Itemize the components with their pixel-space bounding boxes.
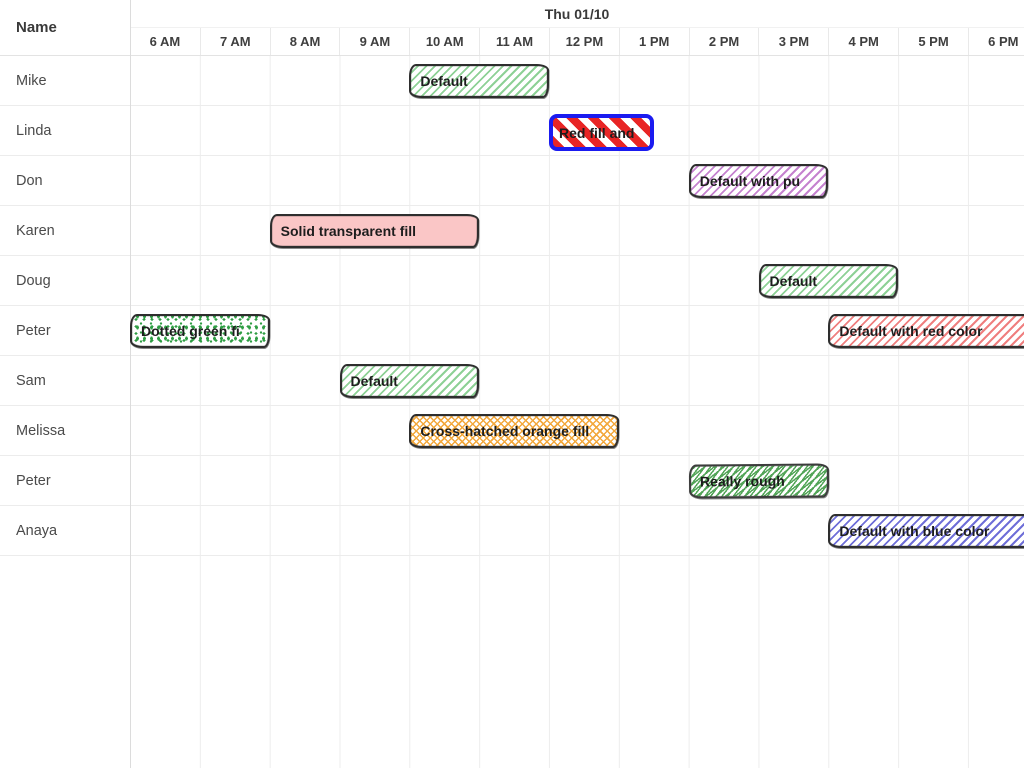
- scheduler-header: Name Thu 01/10 6 AM 7 AM 8 AM 9 AM 10 AM 11 A…: [0, 0, 1024, 56]
- timeline-lane[interactable]: [130, 206, 1024, 255]
- resource-row: Linda: [0, 106, 1024, 156]
- resource-name[interactable]: Peter: [16, 322, 51, 339]
- event-bar[interactable]: Really rough: [688, 463, 829, 499]
- resource-row: Doug: [0, 256, 1024, 306]
- day-label: Thu 01/10: [544, 5, 610, 22]
- event-bar[interactable]: Default: [758, 264, 899, 298]
- resource-row: Mike: [0, 56, 1024, 106]
- event-bar[interactable]: Dotted green fi: [130, 314, 270, 348]
- resource-row: Don: [0, 156, 1024, 206]
- scheduler-body: Mike Linda Don Karen Doug Peter Sam Melissa Pete…: [0, 56, 1024, 768]
- rows: Mike Linda Don Karen Doug Peter Sam Melissa Pete…: [0, 56, 1024, 556]
- timeline-lane[interactable]: [130, 156, 1024, 205]
- timeline-lane[interactable]: [130, 56, 1024, 105]
- event-label: Default with blue color: [839, 523, 990, 539]
- name-column-header: Name: [0, 0, 130, 56]
- resource-name[interactable]: Karen: [16, 222, 55, 239]
- event-label: Default with pu: [699, 173, 801, 189]
- event-bar[interactable]: Solid transparent fill: [269, 214, 480, 248]
- hour-label-3pm: 3 PM: [758, 28, 828, 55]
- resource-row: Peter: [0, 456, 1024, 506]
- hour-label-11am: 11 AM: [479, 28, 549, 55]
- event-bar[interactable]: Default: [339, 364, 480, 398]
- resource-row: Sam: [0, 356, 1024, 406]
- event-bar[interactable]: Default with red color: [828, 314, 1024, 348]
- resource-name[interactable]: Mike: [16, 72, 47, 89]
- timeline-header: Thu 01/10 6 AM 7 AM 8 AM 9 AM 10 AM 11 AM 12 P…: [130, 0, 1024, 56]
- resource-name[interactable]: Don: [16, 172, 43, 189]
- hour-label-7am: 7 AM: [199, 28, 270, 55]
- event-label: Cross-hatched orange fill: [420, 423, 590, 439]
- resource-row: Karen: [0, 206, 1024, 256]
- resource-row: Melissa: [0, 406, 1024, 456]
- resource-name[interactable]: Linda: [16, 122, 52, 139]
- event-bar[interactable]: Default with blue color: [828, 514, 1024, 548]
- hour-row: 6 AM 7 AM 8 AM 9 AM 10 AM 11 AM 12 PM 1 PM 2 PM 3…: [130, 28, 1024, 55]
- name-column-label: Name: [16, 19, 57, 36]
- hour-label-12pm: 12 PM: [548, 28, 619, 55]
- hour-label-6am: 6 AM: [149, 34, 181, 49]
- event-label: Really rough: [699, 472, 785, 490]
- hour-label-1pm: 1 PM: [618, 28, 689, 55]
- event-label: Default: [420, 73, 468, 89]
- timeline-lane[interactable]: [130, 356, 1024, 405]
- hour-label-8am: 8 AM: [269, 28, 340, 55]
- event-label: Default: [350, 373, 398, 389]
- event-label: Dotted green fi: [141, 323, 240, 339]
- event-bar[interactable]: Default with pu: [688, 164, 829, 198]
- resource-row: Anaya: [0, 506, 1024, 556]
- hour-label-5pm: 5 PM: [898, 28, 968, 55]
- hour-label-9am: 9 AM: [339, 28, 409, 55]
- resource-row: Peter: [0, 306, 1024, 356]
- event-bar[interactable]: Red fill and: [549, 114, 654, 151]
- hour-label-6pm: 6 PM: [967, 28, 1024, 55]
- name-column-divider: [130, 0, 131, 768]
- resource-name[interactable]: Peter: [16, 472, 51, 489]
- event-label: Default: [769, 273, 817, 289]
- day-header: Thu 01/10: [130, 0, 1024, 28]
- timeline-grid: [130, 56, 1024, 768]
- event-bar[interactable]: Cross-hatched orange fill: [409, 414, 619, 448]
- event-bar[interactable]: Default: [409, 64, 550, 98]
- hour-label-4pm: 4 PM: [828, 28, 898, 55]
- hour-label-10am: 10 AM: [409, 28, 479, 55]
- resource-name[interactable]: Anaya: [16, 522, 58, 539]
- timeline-lane[interactable]: [130, 456, 1024, 505]
- event-label: Red fill and: [559, 124, 635, 141]
- hour-label-2pm: 2 PM: [688, 28, 759, 55]
- resource-name[interactable]: Melissa: [16, 422, 66, 439]
- event-label: Solid transparent fill: [280, 223, 417, 239]
- resource-name[interactable]: Sam: [16, 372, 46, 389]
- resource-name[interactable]: Doug: [16, 272, 51, 289]
- events-layer: Default Red fill and Default with pu Solid …: [0, 56, 1024, 768]
- event-label: Default with red color: [839, 323, 983, 339]
